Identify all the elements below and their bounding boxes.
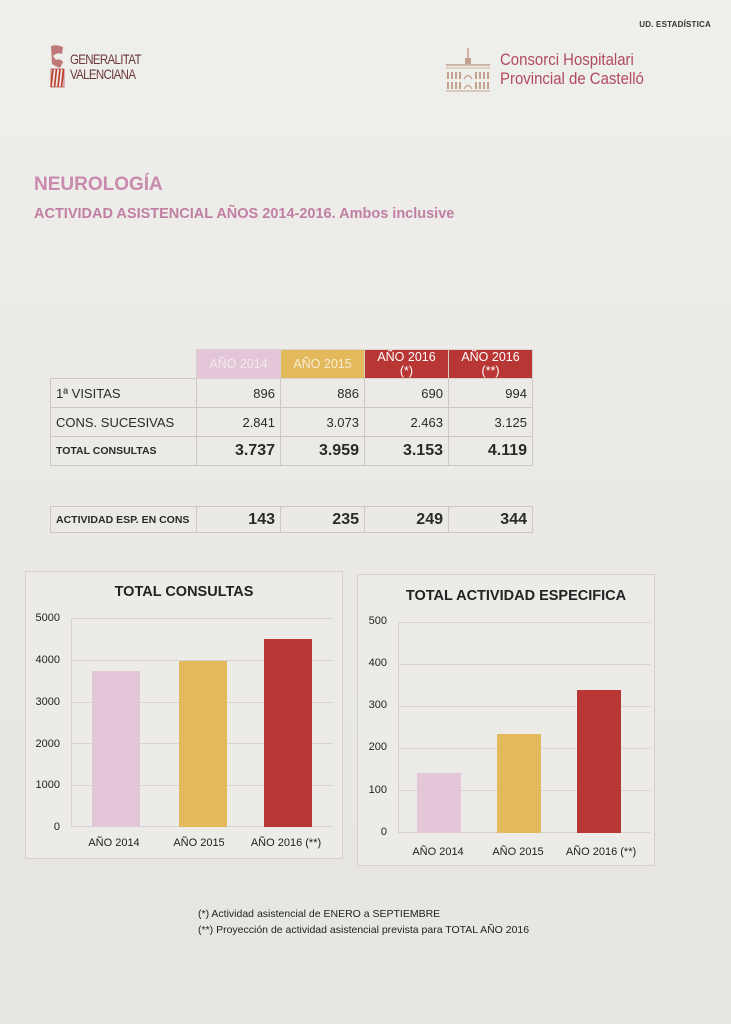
y-tick: 500 [368,615,387,627]
y-tick: 100 [368,784,387,796]
y-tick: 300 [368,699,387,711]
specific-activity-table: ACTIVIDAD ESP. EN CONS 143 235 249 344 [50,506,533,533]
y-tick: 3000 [35,696,60,708]
row-label: ACTIVIDAD ESP. EN CONS [50,506,197,533]
row-label: TOTAL CONSULTAS [50,436,197,466]
column-header-2015: AÑO 2015 [280,349,365,379]
generalitat-line1: GENERALITAT [70,51,141,67]
row-label: CONS. SUCESIVAS [50,407,197,437]
y-tick: 2000 [35,738,60,750]
y-tick: 400 [368,657,387,669]
hospital-building-icon [446,48,490,92]
table-row: CONS. SUCESIVAS 2.841 3.073 2.463 3.125 [50,407,533,437]
x-tick: AÑO 2015 [492,846,544,858]
y-tick: 200 [368,741,387,753]
y-tick: 0 [53,821,60,833]
bar-2016-projected [264,639,312,827]
column-header-2016-partial: AÑO 2016 (*) [364,349,449,379]
cell-value: 344 [448,506,533,533]
chart-title: TOTAL ACTIVIDAD ESPECIFICA [405,588,627,604]
cell-value: 3.125 [448,407,533,437]
x-tick: AÑO 2014 [88,837,140,849]
chart-title: TOTAL CONSULTAS [114,584,254,600]
column-header-2014: AÑO 2014 [196,349,281,379]
x-tick: AÑO 2016 (**) [565,846,637,858]
bar-2015 [179,661,227,827]
table-row-total: TOTAL CONSULTAS 3.737 3.959 3.153 4.119 [50,436,533,466]
cell-value: 886 [280,378,365,408]
y-tick: 4000 [35,654,60,666]
y-tick: 1000 [35,779,60,791]
page-title: NEUROLOGÍA [34,174,163,195]
table-row: 1ª VISITAS 896 886 690 994 [50,378,533,408]
coat-of-arms-icon [50,45,65,88]
x-tick: AÑO 2015 [173,837,225,849]
generalitat-logo: GENERALITAT VALENCIANA [48,44,156,90]
bar-2015 [497,734,541,833]
cell-value: 3.153 [364,436,449,466]
bar-2014 [417,773,461,833]
bar-2014 [92,671,140,827]
consorci-logo: Consorci Hospitalari Provincial de Caste… [444,46,663,92]
cell-value: 690 [364,378,449,408]
cell-value: 2.841 [196,407,281,437]
table-header-row: AÑO 2014 AÑO 2015 AÑO 2016 (*) AÑO 2016 … [51,349,533,379]
table-row: ACTIVIDAD ESP. EN CONS 143 235 249 344 [50,506,533,533]
cell-value: 4.119 [448,436,533,466]
cell-value: 249 [364,506,449,533]
cell-value: 143 [196,506,281,533]
x-tick: AÑO 2014 [412,846,464,858]
consorci-line2: Provincial de Castelló [500,69,644,88]
cell-value: 3.073 [280,407,365,437]
footnote-2: (**) Proyección de actividad asistencial… [198,924,530,936]
y-tick: 0 [380,826,387,838]
cell-value: 3.737 [196,436,281,466]
cell-value: 896 [196,378,281,408]
activity-table: AÑO 2014 AÑO 2015 AÑO 2016 (*) AÑO 2016 … [50,349,533,466]
page-subtitle: ACTIVIDAD ASISTENCIAL AÑOS 2014-2016. Am… [34,206,455,222]
table-corner [51,350,197,379]
consorci-line1: Consorci Hospitalari [500,50,634,69]
y-tick: 5000 [35,612,60,624]
chart-total-actividad-especifica: TOTAL ACTIVIDAD ESPECIFICA 500 400 300 2… [357,574,655,866]
footnotes: (*) Actividad asistencial de ENERO a SEP… [198,906,529,938]
cell-value: 2.463 [364,407,449,437]
chart-total-consultas: TOTAL CONSULTAS 5000 4000 3000 2000 1000… [25,571,343,859]
cell-value: 3.959 [280,436,365,466]
generalitat-line2: VALENCIANA [70,66,136,82]
footnote-1: (*) Actividad asistencial de ENERO a SEP… [198,908,441,920]
cell-value: 994 [448,378,533,408]
row-label: 1ª VISITAS [50,378,197,408]
x-tick: AÑO 2016 (**) [250,837,322,849]
bar-2016-projected [577,690,621,833]
column-header-2016-projected: AÑO 2016 (**) [448,349,533,379]
unit-label: UD. ESTADÍSTICA [639,20,711,29]
cell-value: 235 [280,506,365,533]
plot-area [71,618,333,827]
plot-area [398,622,650,833]
